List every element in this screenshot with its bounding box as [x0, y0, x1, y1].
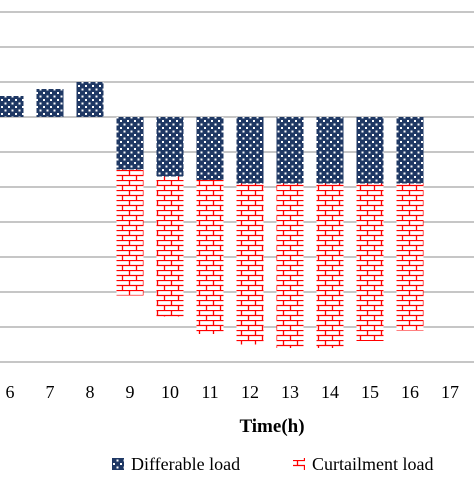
- x-tick-label: 6: [6, 382, 15, 402]
- legend-label-1: Curtailment load: [312, 454, 433, 474]
- bar-differable-7: [36, 89, 64, 117]
- bar-differable-8: [76, 82, 104, 117]
- legend-label-0: Differable load: [131, 454, 240, 474]
- bar-differable-11: [196, 117, 224, 180]
- bar-differable-9: [116, 117, 144, 170]
- x-tick-label: 10: [161, 382, 179, 402]
- bar-curtailment-16: [396, 183, 424, 331]
- legend-swatch-0: [112, 458, 124, 470]
- x-tick-label: 8: [86, 382, 95, 402]
- bar-curtailment-10: [156, 176, 184, 317]
- bar-curtailment-12: [236, 183, 264, 345]
- x-tick-label: 7: [46, 382, 55, 402]
- x-tick-label: 14: [321, 382, 339, 402]
- bar-curtailment-13: [276, 183, 304, 348]
- bar-differable-6: [0, 96, 24, 117]
- legend: Differable load Curtailment load: [112, 454, 433, 474]
- legend-swatch-1: [293, 458, 305, 470]
- bars: [0, 82, 424, 348]
- bar-curtailment-14: [316, 183, 344, 348]
- x-tick-label: 12: [241, 382, 259, 402]
- x-tick-label: 16: [401, 382, 419, 402]
- x-tick-label: 17: [441, 382, 459, 402]
- x-tick-label: 13: [281, 382, 299, 402]
- bar-differable-10: [156, 117, 184, 177]
- x-tick-label: 9: [126, 382, 135, 402]
- x-tick-labels: 6 7 8 9 10 11 12 13 14 15 16 17: [6, 382, 460, 402]
- bar-curtailment-9: [116, 169, 144, 296]
- bar-curtailment-11: [196, 180, 224, 334]
- bar-differable-16: [396, 117, 424, 184]
- bar-differable-13: [276, 117, 304, 184]
- bar-differable-14: [316, 117, 344, 184]
- bar-differable-15: [356, 117, 384, 184]
- x-tick-label: 15: [361, 382, 379, 402]
- x-axis-title: Time(h): [239, 416, 304, 437]
- bar-curtailment-15: [356, 183, 384, 341]
- bar-differable-12: [236, 117, 264, 184]
- x-tick-label: 11: [201, 382, 218, 402]
